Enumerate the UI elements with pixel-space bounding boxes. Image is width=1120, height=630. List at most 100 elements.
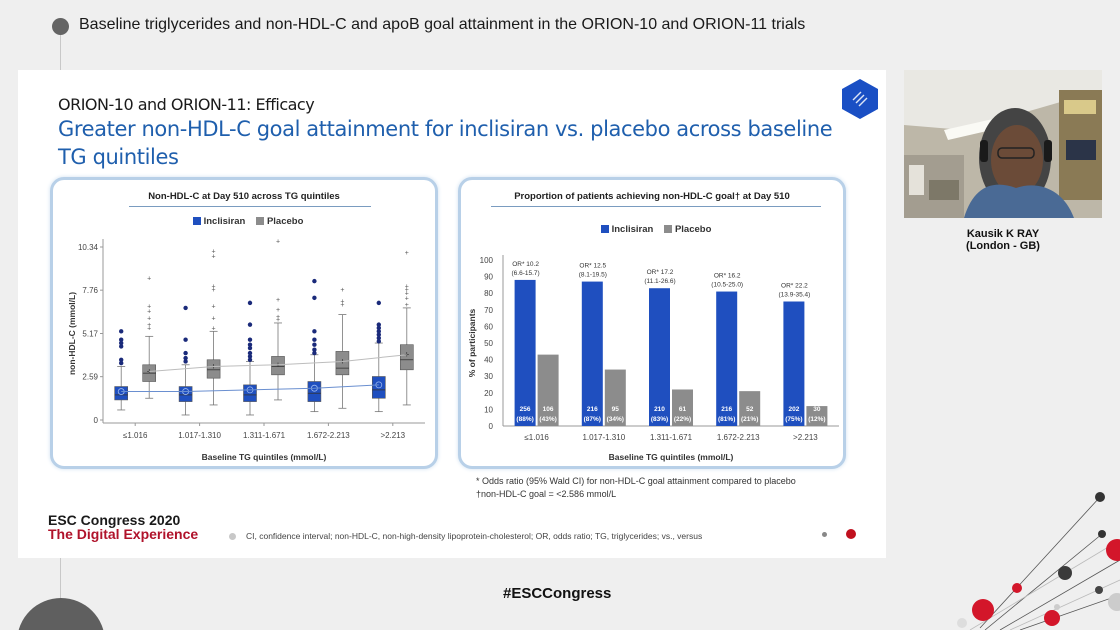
bar-count-label: 210 <box>654 406 665 413</box>
outlier <box>312 342 317 347</box>
slide-title: Greater non-HDL-C goal attainment for in… <box>58 117 833 169</box>
bar-percent-label: (43%) <box>539 416 556 423</box>
mean-marker: + <box>404 350 409 360</box>
bar-inclisiran <box>514 279 536 426</box>
y-tick-label: 0 <box>489 422 494 431</box>
outlier: + <box>405 290 409 297</box>
x-axis-label: Baseline TG quintiles (mmol/L) <box>609 452 734 462</box>
session-title: Baseline triglycerides and non-HDL-C and… <box>79 16 806 33</box>
outlier: + <box>405 295 409 302</box>
outlier: + <box>212 325 216 332</box>
outlier <box>312 337 317 342</box>
outlier <box>183 305 188 311</box>
outlier: + <box>405 284 409 291</box>
boxplot-legend: Inclisiran Placebo <box>53 216 435 227</box>
bar-percent-label: (12%) <box>808 416 825 423</box>
outlier <box>376 325 381 331</box>
outlier <box>119 357 124 362</box>
outlier <box>247 337 253 342</box>
y-tick-label: 60 <box>484 322 493 331</box>
x-tick-label: >2.213 <box>793 433 818 442</box>
bar-percent-label: (83%) <box>651 416 668 423</box>
outlier <box>376 300 381 306</box>
esc-brand: ESC Congress 2020 The Digital Experience <box>48 513 198 541</box>
outlier <box>312 350 317 356</box>
outlier <box>376 339 381 344</box>
y-tick-label: 80 <box>484 289 493 298</box>
bar-percent-label: (21%) <box>741 416 758 423</box>
outlier <box>247 300 253 306</box>
x-tick-label: 1.017-1.310 <box>178 431 221 440</box>
speaker-caption: Kausik K RAY (London - GB) <box>904 228 1102 252</box>
y-tick-label: 2.59 <box>82 373 98 382</box>
x-tick-label: 1.311-1.671 <box>243 431 286 440</box>
outlier: + <box>212 249 216 256</box>
hashtag: #ESCCongress <box>503 585 612 602</box>
outlier <box>183 355 188 361</box>
legend-swatch-placebo <box>663 225 672 233</box>
footnote-odds-ratio: * Odds ratio (95% Wald CI) for non-HDL-C… <box>476 476 796 486</box>
odds-ratio-ci-label: (13.9-35.4) <box>779 292 811 299</box>
legend-label-inclisiran: Inclisiran <box>611 224 654 235</box>
outlier: + <box>276 238 280 245</box>
outlier: + <box>212 315 216 322</box>
brand-line2: The Digital Experience <box>48 526 199 542</box>
y-tick-label: 5.17 <box>82 330 98 339</box>
box <box>178 386 193 402</box>
bar-placebo <box>537 354 559 426</box>
box <box>371 376 386 399</box>
odds-ratio-ci-label: (10.5-25.0) <box>711 282 743 289</box>
outlier <box>312 278 317 284</box>
speaker-video <box>904 70 1102 218</box>
barchart-title: Proportion of patients achieving non-HDL… <box>514 191 790 202</box>
outlier: + <box>405 250 409 257</box>
legend-swatch-inclisiran <box>600 225 609 233</box>
outlier: + <box>147 325 151 332</box>
bar-percent-label: (75%) <box>785 416 802 423</box>
timeline-line <box>60 35 61 70</box>
y-tick-label: 30 <box>484 372 493 381</box>
barchart-panel: Proportion of patients achieving non-HDL… <box>458 177 846 469</box>
bar-count-label: 95 <box>612 406 620 413</box>
timeline-circle-icon <box>17 598 105 630</box>
outlier: + <box>212 287 216 294</box>
outlier <box>247 342 253 347</box>
barchart-legend: Inclisiran Placebo <box>461 224 843 235</box>
outlier: + <box>276 317 280 324</box>
slide-nav-active-dot-icon <box>846 529 856 539</box>
molecule-decoration-icon <box>957 492 1120 630</box>
outlier: + <box>405 302 409 309</box>
outlier: + <box>212 304 216 311</box>
legend-label-placebo: Placebo <box>266 216 304 227</box>
footnote-goal: †non-HDL-C goal = <2.586 mmol/L <box>476 489 617 499</box>
y-tick-label: 0 <box>94 416 99 425</box>
legend-label-inclisiran: Inclisiran <box>203 216 246 227</box>
x-axis-label: Baseline TG quintiles (mmol/L) <box>202 452 327 462</box>
bar-inclisiran <box>716 291 738 426</box>
outlier <box>312 329 317 334</box>
outlier <box>119 344 124 349</box>
y-axis-label: non-HDL-C (mmol/L) <box>67 292 77 375</box>
bar-placebo <box>806 406 828 426</box>
title-rule <box>491 206 821 207</box>
outlier <box>247 350 253 356</box>
boxplot-title: Non-HDL-C at Day 510 across TG quintiles <box>148 191 340 202</box>
bar-inclisiran <box>649 288 670 426</box>
legend-swatch-placebo <box>255 217 264 225</box>
legend-swatch-inclisiran <box>192 217 201 225</box>
x-tick-label: 1.672-2.213 <box>717 433 760 442</box>
outlier: + <box>147 304 151 311</box>
y-tick-label: 40 <box>484 356 493 365</box>
outlier <box>376 332 381 337</box>
bar-placebo <box>604 369 626 426</box>
outlier <box>183 359 188 364</box>
legend-label-placebo: Placebo <box>674 224 712 235</box>
slide-nav-dot-icon <box>822 532 827 537</box>
outlier <box>247 357 253 362</box>
bar-percent-label: (87%) <box>584 416 601 423</box>
outlier: + <box>340 287 344 294</box>
outlier <box>312 347 317 352</box>
bar-count-label: 202 <box>788 406 799 413</box>
odds-ratio-label: OR* 12.5 <box>579 263 606 270</box>
outlier: + <box>340 302 344 309</box>
